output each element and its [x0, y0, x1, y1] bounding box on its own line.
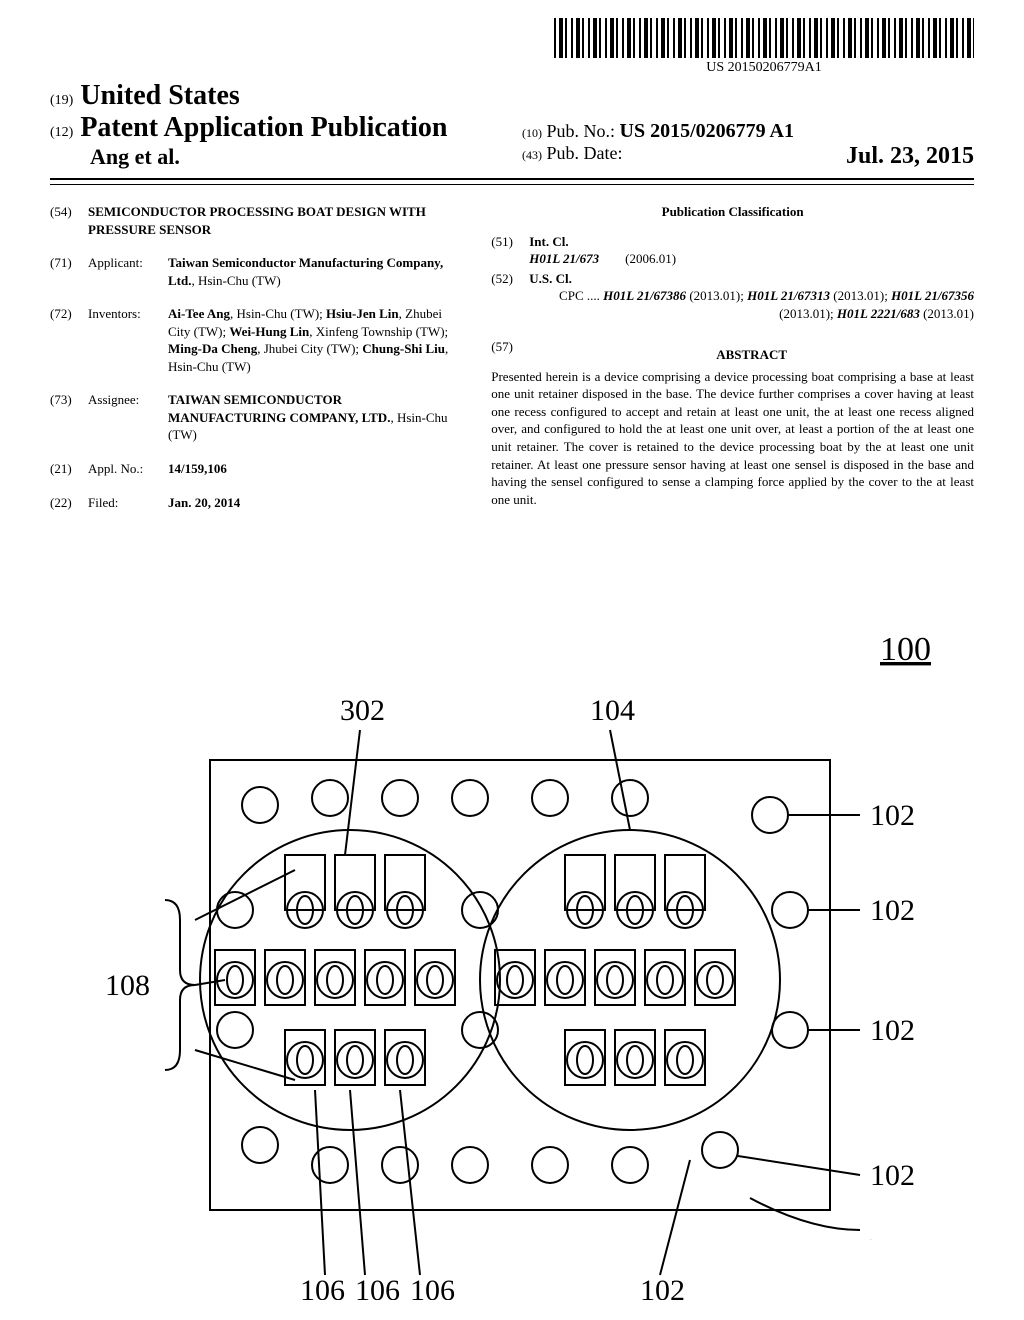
applicant-label: Applicant: [88, 254, 168, 289]
pub-no-line: (10) Pub. No.: US 2015/0206779 A1 [522, 120, 974, 143]
header: (19) United States (12) Patent Applicati… [50, 80, 974, 170]
ref-106-3: 106 [410, 1274, 455, 1300]
title-text: SEMICONDUCTOR PROCESSING BOAT DESIGN WIT… [88, 204, 426, 237]
ref-106-2: 106 [355, 1274, 400, 1300]
pub-title: Patent Application Publication [80, 112, 447, 143]
pub-title-num: (12) [50, 125, 73, 140]
pubno-label: Pub. No.: [547, 121, 616, 141]
applicant-value: Taiwan Semiconductor Manufacturing Compa… [168, 254, 461, 289]
ref-108: 108 [105, 969, 150, 1002]
ref-102-5: 102 [870, 1239, 872, 1241]
abstract-label: ABSTRACT [529, 346, 974, 364]
ref-100: 100 [880, 631, 931, 668]
uscl-label: U.S. Cl. [529, 271, 572, 286]
header-right: (10) Pub. No.: US 2015/0206779 A1 (43) P… [512, 120, 974, 170]
abstract-text: Presented herein is a device comprising … [491, 368, 974, 508]
pub-title-line: (12) Patent Application Publication [50, 112, 512, 144]
filed-code: (22) [50, 494, 88, 512]
ref-102-6: 102 [640, 1274, 685, 1300]
country: United States [80, 80, 239, 111]
divider-thin [50, 184, 974, 185]
field-title: (54) SEMICONDUCTOR PROCESSING BOAT DESIG… [50, 203, 461, 238]
pubdate-num: (43) [522, 148, 542, 162]
classif-title: Publication Classification [491, 203, 974, 221]
field-filed: (22) Filed: Jan. 20, 2014 [50, 494, 461, 512]
intcl-value: H01L 21/673 [529, 251, 599, 266]
uscl-value: CPC .... H01L 21/67386 (2013.01); H01L 2… [529, 287, 974, 322]
country-line: (19) United States [50, 80, 512, 112]
ref-104: 104 [590, 694, 635, 727]
assignee-label: Assignee: [88, 391, 168, 444]
bibliographic-data: (54) SEMICONDUCTOR PROCESSING BOAT DESIG… [50, 203, 974, 527]
ref-102-1: 102 [870, 799, 915, 832]
applicant-code: (71) [50, 254, 88, 289]
biblio-right: Publication Classification (51) Int. Cl.… [491, 203, 974, 527]
ref-102-3: 102 [870, 1014, 915, 1047]
field-assignee: (73) Assignee: TAIWAN SEMICONDUCTOR MANU… [50, 391, 461, 444]
intcl-label: Int. Cl. [529, 234, 568, 249]
barcode-text: US 20150206779A1 [554, 60, 974, 76]
authors-etal: Ang et al. [50, 144, 512, 170]
biblio-left: (54) SEMICONDUCTOR PROCESSING BOAT DESIG… [50, 203, 461, 527]
title-code: (54) [50, 203, 88, 238]
field-inventors: (72) Inventors: Ai-Tee Ang, Hsin-Chu (TW… [50, 305, 461, 375]
units-right [495, 855, 735, 1085]
header-left: (19) United States (12) Patent Applicati… [50, 80, 512, 170]
assignee-code: (73) [50, 391, 88, 444]
abstract-header: (57) ABSTRACT [491, 338, 974, 368]
ref-302: 302 [340, 694, 385, 727]
field-uscl: (52) U.S. Cl. CPC .... H01L 21/67386 (20… [491, 270, 974, 323]
applicant-loc: , Hsin-Chu (TW) [191, 273, 280, 288]
assignee-name: TAIWAN SEMICONDUCTOR MANUFACTURING COMPA… [168, 392, 390, 425]
field-applno: (21) Appl. No.: 14/159,106 [50, 460, 461, 478]
ref-106-1: 106 [300, 1274, 345, 1300]
applno-value: 14/159,106 [168, 461, 227, 476]
abstract-code: (57) [491, 338, 529, 368]
barcode-graphic [554, 18, 974, 58]
country-num: (19) [50, 93, 73, 108]
pubdate-val: Jul. 23, 2015 [846, 143, 974, 170]
assignee-value: TAIWAN SEMICONDUCTOR MANUFACTURING COMPA… [168, 391, 461, 444]
inventors-value: Ai-Tee Ang, Hsin-Chu (TW); Hsiu-Jen Lin,… [168, 305, 461, 375]
figure-svg: 100 [50, 620, 974, 1300]
inventors-label: Inventors: [88, 305, 168, 375]
units-left [215, 855, 455, 1085]
figure: 100 [50, 620, 974, 1300]
inventors-code: (72) [50, 305, 88, 375]
filed-label: Filed: [88, 494, 168, 512]
field-applicant: (71) Applicant: Taiwan Semiconductor Man… [50, 254, 461, 289]
divider-thick [50, 178, 974, 180]
filed-value: Jan. 20, 2014 [168, 495, 240, 510]
applno-label: Appl. No.: [88, 460, 168, 478]
barcode-region: US 20150206779A1 [554, 18, 974, 76]
intcl-year: (2006.01) [625, 251, 676, 266]
uscl-code: (52) [491, 270, 529, 323]
field-intcl: (51) Int. Cl. H01L 21/673 (2006.01) [491, 233, 974, 268]
pubno-num: (10) [522, 126, 542, 140]
ref-102-2: 102 [870, 894, 915, 927]
pubno-val: US 2015/0206779 A1 [620, 120, 794, 142]
pubdate-label: Pub. Date: [547, 143, 623, 163]
ref-102-4: 102 [870, 1159, 915, 1192]
applno-code: (21) [50, 460, 88, 478]
intcl-code: (51) [491, 233, 529, 268]
pub-date-line: (43) Pub. Date: Jul. 23, 2015 [522, 143, 974, 170]
